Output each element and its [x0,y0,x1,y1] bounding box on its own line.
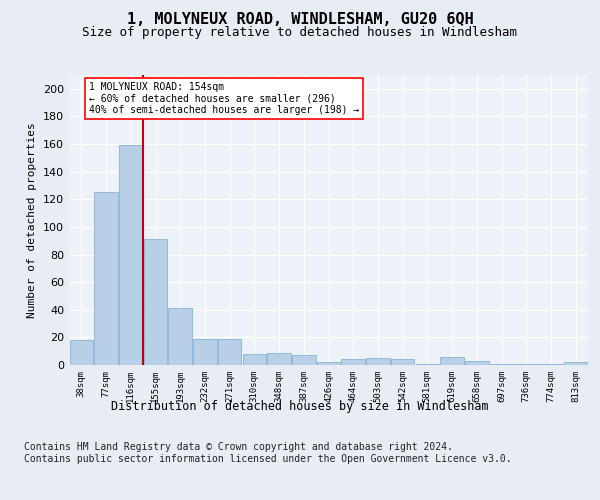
Bar [465,361,488,365]
Bar [169,308,192,365]
Bar [366,358,389,365]
Text: Contains HM Land Registry data © Crown copyright and database right 2024.
Contai: Contains HM Land Registry data © Crown c… [24,442,512,464]
Bar [564,362,587,365]
Bar [317,362,340,365]
Bar [416,364,439,365]
Bar [341,360,365,365]
Bar [119,146,143,365]
Bar [218,339,241,365]
Text: 1, MOLYNEUX ROAD, WINDLESHAM, GU20 6QH: 1, MOLYNEUX ROAD, WINDLESHAM, GU20 6QH [127,12,473,28]
Bar [242,354,266,365]
Bar [70,340,93,365]
Text: Distribution of detached houses by size in Windlesham: Distribution of detached houses by size … [111,400,489,413]
Bar [440,356,464,365]
Bar [94,192,118,365]
Bar [514,364,538,365]
Bar [193,339,217,365]
Bar [144,240,167,365]
Text: Size of property relative to detached houses in Windlesham: Size of property relative to detached ho… [83,26,517,39]
Bar [292,356,316,365]
Bar [391,360,415,365]
Bar [268,352,291,365]
Text: 1 MOLYNEUX ROAD: 154sqm
← 60% of detached houses are smaller (296)
40% of semi-d: 1 MOLYNEUX ROAD: 154sqm ← 60% of detache… [89,82,359,115]
Bar [539,364,563,365]
Bar [490,364,513,365]
Y-axis label: Number of detached properties: Number of detached properties [28,122,37,318]
